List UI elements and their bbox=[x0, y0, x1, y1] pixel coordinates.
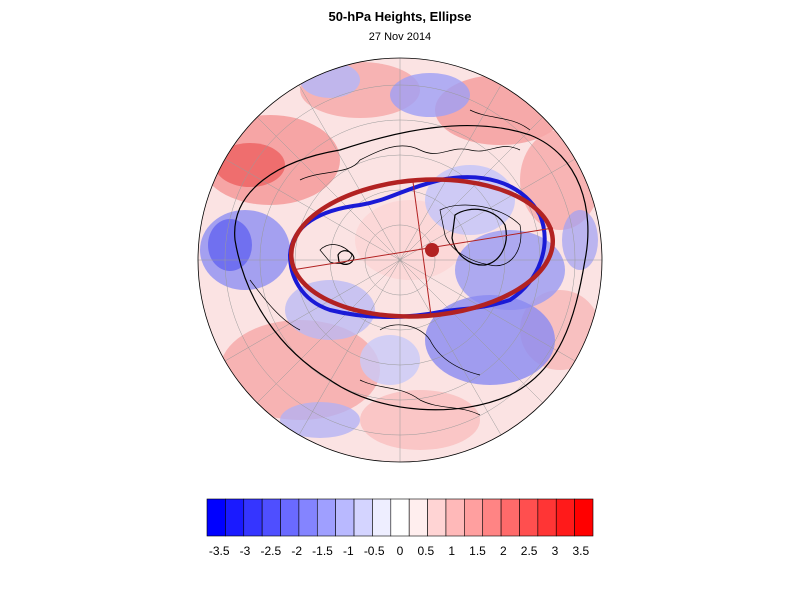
fitted-ellipse bbox=[288, 177, 556, 319]
colorbar-swatch bbox=[537, 498, 557, 537]
colorbar-swatch bbox=[243, 498, 263, 537]
ellipse-minor-axis bbox=[412, 181, 432, 316]
colorbar-tick-label: 0 bbox=[396, 544, 404, 558]
colorbar-swatch bbox=[280, 498, 300, 537]
height-contours bbox=[234, 124, 589, 411]
colorbar-swatch bbox=[335, 498, 355, 537]
colorbar-swatch bbox=[261, 498, 281, 537]
colorbar-swatch bbox=[372, 498, 392, 537]
colorbar-tick-label: 2 bbox=[499, 544, 507, 558]
map-date: 27 Nov 2014 bbox=[368, 31, 432, 43]
colorbar-swatch bbox=[390, 498, 410, 537]
ellipse-center-dot bbox=[425, 243, 439, 257]
colorbar-tick-label: 3 bbox=[551, 544, 559, 558]
colorbar-tick-label: -3.5 bbox=[208, 544, 230, 558]
colorbar-swatch bbox=[519, 498, 539, 537]
colorbar-swatch bbox=[408, 498, 428, 537]
colorbar-tick-label: -3 bbox=[239, 544, 251, 558]
colorbar-tick-label: 2.5 bbox=[520, 544, 538, 558]
colorbar-tick-label: -2 bbox=[291, 544, 302, 558]
colorbar-tick-label: 3.5 bbox=[572, 544, 590, 558]
colorbar-tick-label: -1.5 bbox=[312, 544, 333, 558]
colorbar-swatch bbox=[500, 498, 520, 537]
colorbar-tick-label: 1 bbox=[448, 544, 455, 558]
colorbar-swatch bbox=[353, 498, 373, 537]
colorbar-tick-label: 0.5 bbox=[417, 544, 435, 558]
colorbar-swatch bbox=[225, 498, 245, 537]
colorbar-tick-label: -0.5 bbox=[363, 544, 385, 558]
colorbar-tick-label: 1.5 bbox=[469, 544, 486, 558]
blue-height-contour bbox=[287, 175, 547, 319]
colorbar-swatch bbox=[445, 498, 465, 537]
colorbar-swatch bbox=[206, 498, 226, 537]
coastlines bbox=[249, 109, 531, 416]
map-boundary bbox=[197, 57, 603, 463]
colorbar-swatch bbox=[555, 498, 575, 537]
colorbar-swatch bbox=[316, 498, 336, 537]
colorbar-swatch bbox=[427, 498, 447, 537]
colorbar-swatch bbox=[574, 498, 594, 537]
map-title: 50-hPa Heights, Ellipse bbox=[328, 9, 472, 24]
colorbar-tick-label: -2.5 bbox=[260, 544, 282, 558]
colorbar-swatch bbox=[298, 498, 318, 537]
colorbar-tick-label: -1 bbox=[342, 544, 354, 558]
colorbar-swatch bbox=[464, 498, 484, 537]
graticule bbox=[198, 58, 602, 462]
colorbar-swatch bbox=[482, 498, 502, 537]
